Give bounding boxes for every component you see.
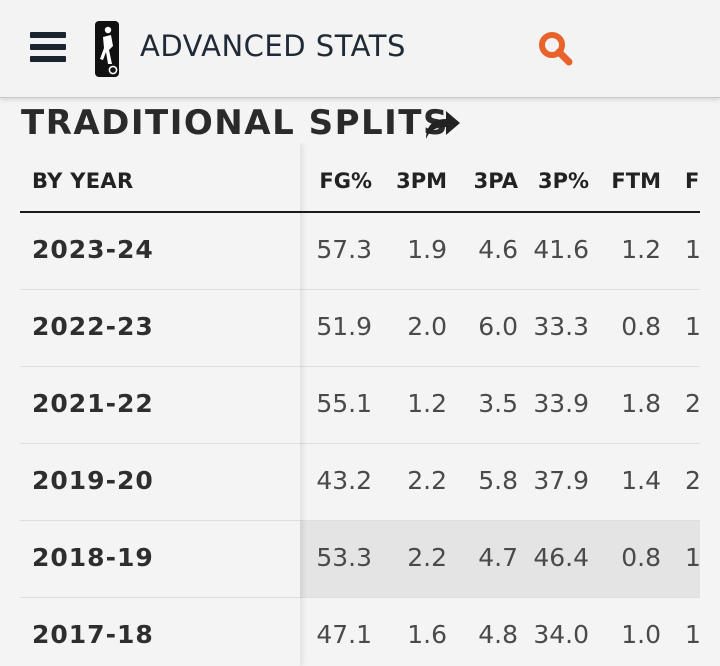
year-cell: 2021-22 [32, 389, 154, 418]
year-cell: 2018-19 [32, 543, 154, 572]
table-row: 47.1 1.6 4.8 34.0 1.0 1 [300, 598, 700, 666]
table-row: 53.3 2.2 4.7 46.4 0.8 1 [300, 521, 700, 598]
stat-cell: 2.2 [407, 543, 447, 572]
stat-cell: 43.2 [316, 466, 372, 495]
stat-cell: 2.2 [407, 466, 447, 495]
column-header[interactable]: 3PM [396, 169, 447, 193]
stat-cell: 41.6 [533, 235, 589, 264]
app-header: ADVANCED STATS [0, 0, 720, 98]
stat-cell: 53.3 [316, 543, 372, 572]
stat-cell: 1 [685, 235, 700, 264]
section-title: TRADITIONAL SPLITS [21, 103, 449, 143]
stat-cell: 5.8 [478, 466, 518, 495]
share-arrow-icon[interactable] [422, 107, 462, 141]
table-row: 2022-23 [20, 290, 300, 367]
stat-cell: 55.1 [316, 389, 372, 418]
stat-cell: 1.0 [621, 620, 661, 649]
column-header[interactable]: 3PA [473, 169, 518, 193]
table-row: 2018-19 [20, 521, 300, 598]
by-year-header: BY YEAR [32, 169, 134, 193]
stat-cell: 1 [685, 620, 700, 649]
table-row: 51.9 2.0 6.0 33.3 0.8 1 [300, 290, 700, 367]
table-header-row: FG% 3PM 3PA 3P% FTM F [300, 143, 700, 213]
stat-cell: 47.1 [316, 620, 372, 649]
year-cell: 2019-20 [32, 466, 154, 495]
year-cell: 2023-24 [32, 235, 154, 264]
stat-cell: 2 [685, 389, 700, 418]
stat-cell: 46.4 [533, 543, 589, 572]
stat-cell: 1.4 [621, 466, 661, 495]
stat-cell: 33.3 [533, 312, 589, 341]
stats-table: BY YEAR 2023-24 2022-23 2021-22 2019-20 … [20, 143, 700, 666]
stat-cell: 34.0 [533, 620, 589, 649]
stat-cell: 2 [685, 466, 700, 495]
stat-cell: 0.8 [621, 543, 661, 572]
stat-cell: 57.3 [316, 235, 372, 264]
table-row: 2023-24 [20, 213, 300, 290]
search-icon[interactable] [535, 28, 575, 68]
stats-scroll-area[interactable]: FG% 3PM 3PA 3P% FTM F 57.3 1.9 4.6 41.6 … [300, 143, 700, 666]
column-header[interactable]: FTM [611, 169, 661, 193]
league-logo-icon[interactable] [94, 20, 120, 78]
stat-cell: 4.8 [478, 620, 518, 649]
stat-cell: 0.8 [621, 312, 661, 341]
table-row: 55.1 1.2 3.5 33.9 1.8 2 [300, 367, 700, 444]
column-header[interactable]: FG% [319, 169, 372, 193]
table-row: 2021-22 [20, 367, 300, 444]
stat-cell: 1 [685, 312, 700, 341]
year-column: BY YEAR 2023-24 2022-23 2021-22 2019-20 … [20, 143, 300, 666]
stat-cell: 33.9 [533, 389, 589, 418]
stat-cell: 51.9 [316, 312, 372, 341]
stat-cell: 3.5 [478, 389, 518, 418]
table-row: 2019-20 [20, 444, 300, 521]
stat-cell: 1 [685, 543, 700, 572]
year-cell: 2022-23 [32, 312, 154, 341]
table-row: 57.3 1.9 4.6 41.6 1.2 1 [300, 213, 700, 290]
stat-cell: 1.2 [407, 389, 447, 418]
table-row: 2017-18 [20, 598, 300, 666]
column-header[interactable]: 3P% [537, 169, 589, 193]
stat-cell: 1.6 [407, 620, 447, 649]
stat-cell: 2.0 [407, 312, 447, 341]
stat-cell: 1.2 [621, 235, 661, 264]
stat-cell: 1.8 [621, 389, 661, 418]
hamburger-menu-icon[interactable] [30, 32, 66, 62]
stat-cell: 1.9 [407, 235, 447, 264]
stat-cell: 4.7 [478, 543, 518, 572]
stat-cell: 37.9 [533, 466, 589, 495]
year-cell: 2017-18 [32, 620, 154, 649]
table-header-row: BY YEAR [20, 143, 300, 213]
stat-cell: 6.0 [478, 312, 518, 341]
header-title: ADVANCED STATS [140, 29, 406, 63]
table-row: 43.2 2.2 5.8 37.9 1.4 2 [300, 444, 700, 521]
column-header[interactable]: F [685, 169, 700, 193]
stat-cell: 4.6 [478, 235, 518, 264]
